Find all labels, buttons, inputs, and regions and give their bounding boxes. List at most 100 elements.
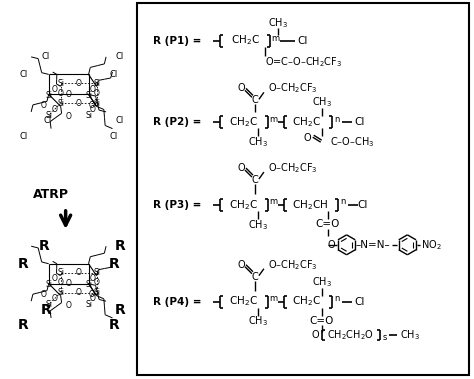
- Text: CH$_2$C: CH$_2$C: [228, 115, 257, 129]
- Text: m: m: [269, 197, 277, 207]
- Text: O: O: [93, 278, 100, 287]
- Text: m: m: [269, 294, 277, 303]
- Text: Cl: Cl: [357, 200, 368, 210]
- Text: Cl: Cl: [115, 52, 124, 61]
- Text: CH$_2$C: CH$_2$C: [230, 34, 259, 47]
- Text: Si: Si: [57, 99, 64, 108]
- Text: CH$_3$: CH$_3$: [248, 135, 268, 149]
- Text: Cl: Cl: [109, 70, 118, 79]
- Text: NO$_2$: NO$_2$: [421, 238, 442, 252]
- Text: O–CH$_2$CF$_3$: O–CH$_2$CF$_3$: [268, 161, 318, 175]
- Text: Si: Si: [45, 111, 52, 120]
- Text: R: R: [41, 303, 52, 317]
- Text: –N=N–: –N=N–: [355, 240, 390, 250]
- Text: O: O: [76, 99, 82, 108]
- Text: CH$_2$C: CH$_2$C: [292, 295, 321, 309]
- Text: O: O: [328, 240, 336, 250]
- Text: O: O: [52, 105, 58, 114]
- Text: Si: Si: [57, 79, 64, 88]
- Text: Cl: Cl: [20, 70, 28, 79]
- Text: ATRP: ATRP: [33, 188, 69, 202]
- Text: Si: Si: [85, 300, 92, 309]
- Text: CH$_3$: CH$_3$: [401, 329, 420, 342]
- Text: O: O: [66, 90, 72, 99]
- Text: Cl: Cl: [109, 132, 118, 141]
- Text: R: R: [109, 318, 120, 332]
- Text: n: n: [334, 115, 339, 124]
- Text: R (P3) =: R (P3) =: [153, 200, 201, 210]
- Text: R: R: [109, 257, 120, 271]
- Text: C=O: C=O: [316, 219, 340, 229]
- Text: C=O: C=O: [310, 316, 334, 326]
- Text: Cl: Cl: [20, 132, 28, 141]
- Text: CH$_2$C: CH$_2$C: [228, 295, 257, 309]
- Text: Si: Si: [85, 280, 92, 289]
- Text: O: O: [41, 101, 46, 110]
- Text: R: R: [39, 239, 50, 253]
- Text: O: O: [76, 79, 82, 88]
- Text: Si: Si: [93, 79, 100, 88]
- Text: O: O: [90, 274, 95, 283]
- Text: O: O: [58, 89, 64, 98]
- Text: O: O: [76, 268, 82, 277]
- Text: CH$_3$: CH$_3$: [312, 96, 332, 109]
- Text: Cl: Cl: [41, 52, 49, 61]
- Text: O: O: [312, 330, 319, 340]
- Text: Si: Si: [45, 91, 52, 100]
- Text: Cl: Cl: [355, 117, 365, 127]
- Text: O–CH$_2$CF$_3$: O–CH$_2$CF$_3$: [268, 258, 318, 272]
- Text: O=C–O–CH$_2$CF$_3$: O=C–O–CH$_2$CF$_3$: [265, 56, 342, 69]
- Text: CH$_2$CH: CH$_2$CH: [292, 198, 328, 212]
- Text: R: R: [18, 257, 28, 271]
- Text: O: O: [52, 294, 58, 303]
- Text: C: C: [252, 175, 258, 185]
- Text: O: O: [66, 279, 72, 288]
- Text: O: O: [89, 101, 94, 110]
- Text: Si: Si: [57, 268, 64, 277]
- Text: n: n: [340, 197, 345, 207]
- Text: m: m: [271, 34, 279, 43]
- Text: Si: Si: [85, 91, 92, 100]
- Text: R: R: [18, 318, 28, 332]
- Text: O: O: [93, 89, 100, 98]
- Text: Si: Si: [93, 288, 100, 297]
- Text: O: O: [52, 85, 58, 94]
- Text: n: n: [334, 294, 339, 303]
- Text: O: O: [52, 274, 58, 283]
- Text: Si: Si: [93, 268, 100, 277]
- Text: Cl: Cl: [298, 36, 308, 45]
- Text: R (P1) =: R (P1) =: [153, 36, 201, 45]
- Text: CH$_3$: CH$_3$: [268, 16, 288, 30]
- Text: O: O: [90, 85, 95, 94]
- Text: R: R: [115, 239, 126, 253]
- Text: O: O: [90, 105, 95, 114]
- Text: Cl: Cl: [355, 297, 365, 307]
- Text: O: O: [76, 288, 82, 297]
- Text: O: O: [237, 83, 245, 93]
- Text: Si: Si: [45, 300, 52, 309]
- Text: s: s: [382, 333, 387, 342]
- Text: O: O: [66, 301, 72, 310]
- Text: O: O: [58, 278, 64, 287]
- Text: Cl: Cl: [115, 116, 124, 125]
- Text: CH$_2$CH$_2$O: CH$_2$CH$_2$O: [327, 329, 374, 342]
- Text: O: O: [66, 112, 72, 121]
- Text: CH$_2$C: CH$_2$C: [228, 198, 257, 212]
- Text: R: R: [115, 303, 126, 317]
- Text: C: C: [252, 96, 258, 105]
- Text: R (P4) =: R (P4) =: [153, 297, 202, 307]
- Text: Si: Si: [85, 111, 92, 120]
- Bar: [137, 3, 469, 375]
- Text: CH$_3$: CH$_3$: [312, 275, 332, 288]
- Text: O: O: [90, 294, 95, 303]
- Text: CH$_3$: CH$_3$: [248, 315, 268, 329]
- Text: m: m: [269, 115, 277, 124]
- Text: R (P2) =: R (P2) =: [153, 117, 201, 127]
- Text: Si: Si: [57, 288, 64, 297]
- Text: Cl: Cl: [43, 116, 51, 125]
- Text: O: O: [304, 133, 311, 143]
- Text: Si: Si: [45, 280, 52, 289]
- Text: O: O: [237, 260, 245, 270]
- Text: O: O: [237, 163, 245, 173]
- Text: CH$_3$: CH$_3$: [248, 218, 268, 232]
